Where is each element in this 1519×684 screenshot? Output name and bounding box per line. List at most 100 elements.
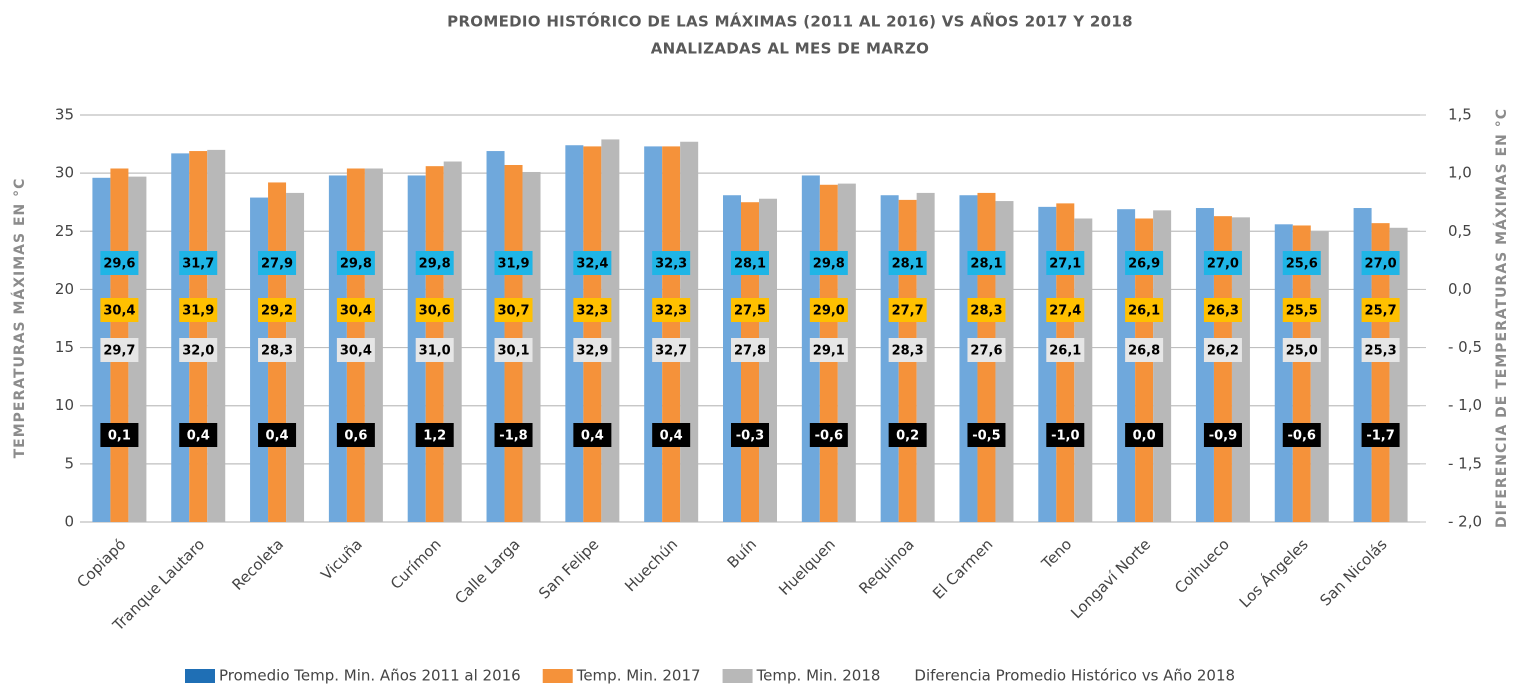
data-label-text: 30,6 [419, 304, 451, 319]
x-tick-label: San Nicolás [1316, 535, 1390, 609]
y2-tick-label: - 1,0 [1448, 396, 1482, 414]
y2-tick-label: - 1,5 [1448, 454, 1482, 472]
data-label-box [1361, 298, 1400, 322]
data-label-text: 28,3 [892, 344, 924, 359]
data-label-text: 25,3 [1365, 344, 1397, 359]
x-tick-label: Teno [1037, 535, 1075, 573]
data-label-text: 32,3 [655, 257, 687, 272]
data-label-box [888, 423, 927, 447]
x-tick-label: Buín [724, 535, 760, 571]
y-tick-label: 35 [55, 106, 74, 124]
data-label: 32,3 [652, 298, 691, 322]
data-label: 0,0 [1125, 423, 1164, 447]
data-label: 0,6 [336, 423, 375, 447]
legend-label: Temp. Min. 2017 [576, 667, 701, 684]
data-label-box [100, 423, 139, 447]
data-label-text: 0,4 [660, 429, 683, 444]
bar [207, 149, 226, 522]
data-label: 29,0 [809, 298, 848, 322]
data-label: 26,1 [1125, 298, 1164, 322]
data-label: 28,1 [888, 251, 927, 275]
data-label-box [573, 338, 612, 362]
x-tick-label: Copiapó [73, 535, 129, 591]
data-label-box [258, 298, 297, 322]
data-label-text: 29,2 [261, 304, 293, 319]
data-label: 30,7 [494, 298, 533, 322]
data-label-box [888, 338, 927, 362]
data-label-box [1282, 423, 1321, 447]
data-label-text: -1,0 [1051, 429, 1079, 444]
data-label-text: 29,8 [813, 257, 845, 272]
x-tick-label: Curímon [387, 535, 445, 593]
data-label-box [100, 251, 139, 275]
chart-title: PROMEDIO HISTÓRICO DE LAS MÁXIMAS (2011 … [447, 12, 1133, 31]
data-label-text: 0,2 [896, 429, 919, 444]
data-label: 27,0 [1203, 251, 1242, 275]
data-label-box [573, 251, 612, 275]
data-label-box [1046, 298, 1085, 322]
data-label: 32,4 [573, 251, 612, 275]
legend-label: Diferencia Promedio Histórico vs Año 201… [914, 667, 1235, 684]
x-tick-label: El Carmen [929, 535, 996, 602]
data-label: 28,3 [258, 338, 297, 362]
data-label: 32,7 [652, 338, 691, 362]
data-label: -1,0 [1046, 423, 1085, 447]
y2-tick-label: 0,0 [1448, 280, 1472, 298]
data-label-box [573, 298, 612, 322]
data-label-text: 32,9 [576, 344, 608, 359]
data-label: 28,3 [967, 298, 1006, 322]
data-label-text: 1,2 [423, 429, 446, 444]
data-label-text: 0,4 [266, 429, 289, 444]
data-label-box [1282, 251, 1321, 275]
data-label-box [888, 298, 927, 322]
data-label-box [494, 298, 533, 322]
data-label-text: 28,1 [734, 257, 766, 272]
data-label-text: 0,4 [187, 429, 210, 444]
data-label-box [494, 423, 533, 447]
legend-swatch [185, 669, 215, 683]
data-label-box [1046, 423, 1085, 447]
data-label: 27,7 [888, 298, 927, 322]
data-label-text: 31,9 [497, 257, 529, 272]
data-label-text: -0,6 [1288, 429, 1316, 444]
data-label: 25,5 [1282, 298, 1321, 322]
x-tick-label: Calle Larga [451, 535, 523, 607]
data-label-box [100, 338, 139, 362]
x-tick-label: Coihueco [1171, 535, 1233, 597]
data-label-text: 30,4 [340, 304, 372, 319]
data-label-text: 27,9 [261, 257, 293, 272]
x-tick-label: Huechún [621, 535, 681, 595]
data-label: 28,3 [888, 338, 927, 362]
data-label: 29,6 [100, 251, 139, 275]
data-label-text: 32,3 [576, 304, 608, 319]
data-label-text: 26,9 [1128, 257, 1160, 272]
data-label-box [652, 423, 691, 447]
legend-swatch [722, 669, 753, 683]
x-tick-label: Huelquen [775, 535, 839, 599]
y-axis-title: TEMPERATURAS MÁXIMAS EN °C [11, 178, 28, 459]
data-label-box [494, 338, 533, 362]
data-label-text: 32,0 [182, 344, 214, 359]
data-label-text: -0,9 [1209, 429, 1237, 444]
data-label: 0,4 [179, 423, 218, 447]
data-label-box [179, 298, 218, 322]
data-label: 26,1 [1046, 338, 1085, 362]
data-label-text: 32,3 [655, 304, 687, 319]
y2-tick-label: 0,5 [1448, 222, 1472, 240]
data-label-box [1203, 338, 1242, 362]
data-label-text: 26,2 [1207, 344, 1239, 359]
data-label-text: 27,7 [892, 304, 924, 319]
data-label-text: 31,0 [419, 344, 451, 359]
data-label-box [179, 251, 218, 275]
data-label-text: 26,3 [1207, 304, 1239, 319]
data-label: 30,6 [415, 298, 454, 322]
x-tick-label: San Felipe [535, 535, 602, 602]
data-label: -1,8 [494, 423, 533, 447]
data-label-text: 26,1 [1128, 304, 1160, 319]
data-label: 29,8 [809, 251, 848, 275]
data-label: 27,4 [1046, 298, 1085, 322]
data-label-text: 0,4 [581, 429, 604, 444]
data-label: 27,6 [967, 338, 1006, 362]
data-label: 27,1 [1046, 251, 1085, 275]
legend-swatch [542, 669, 573, 683]
